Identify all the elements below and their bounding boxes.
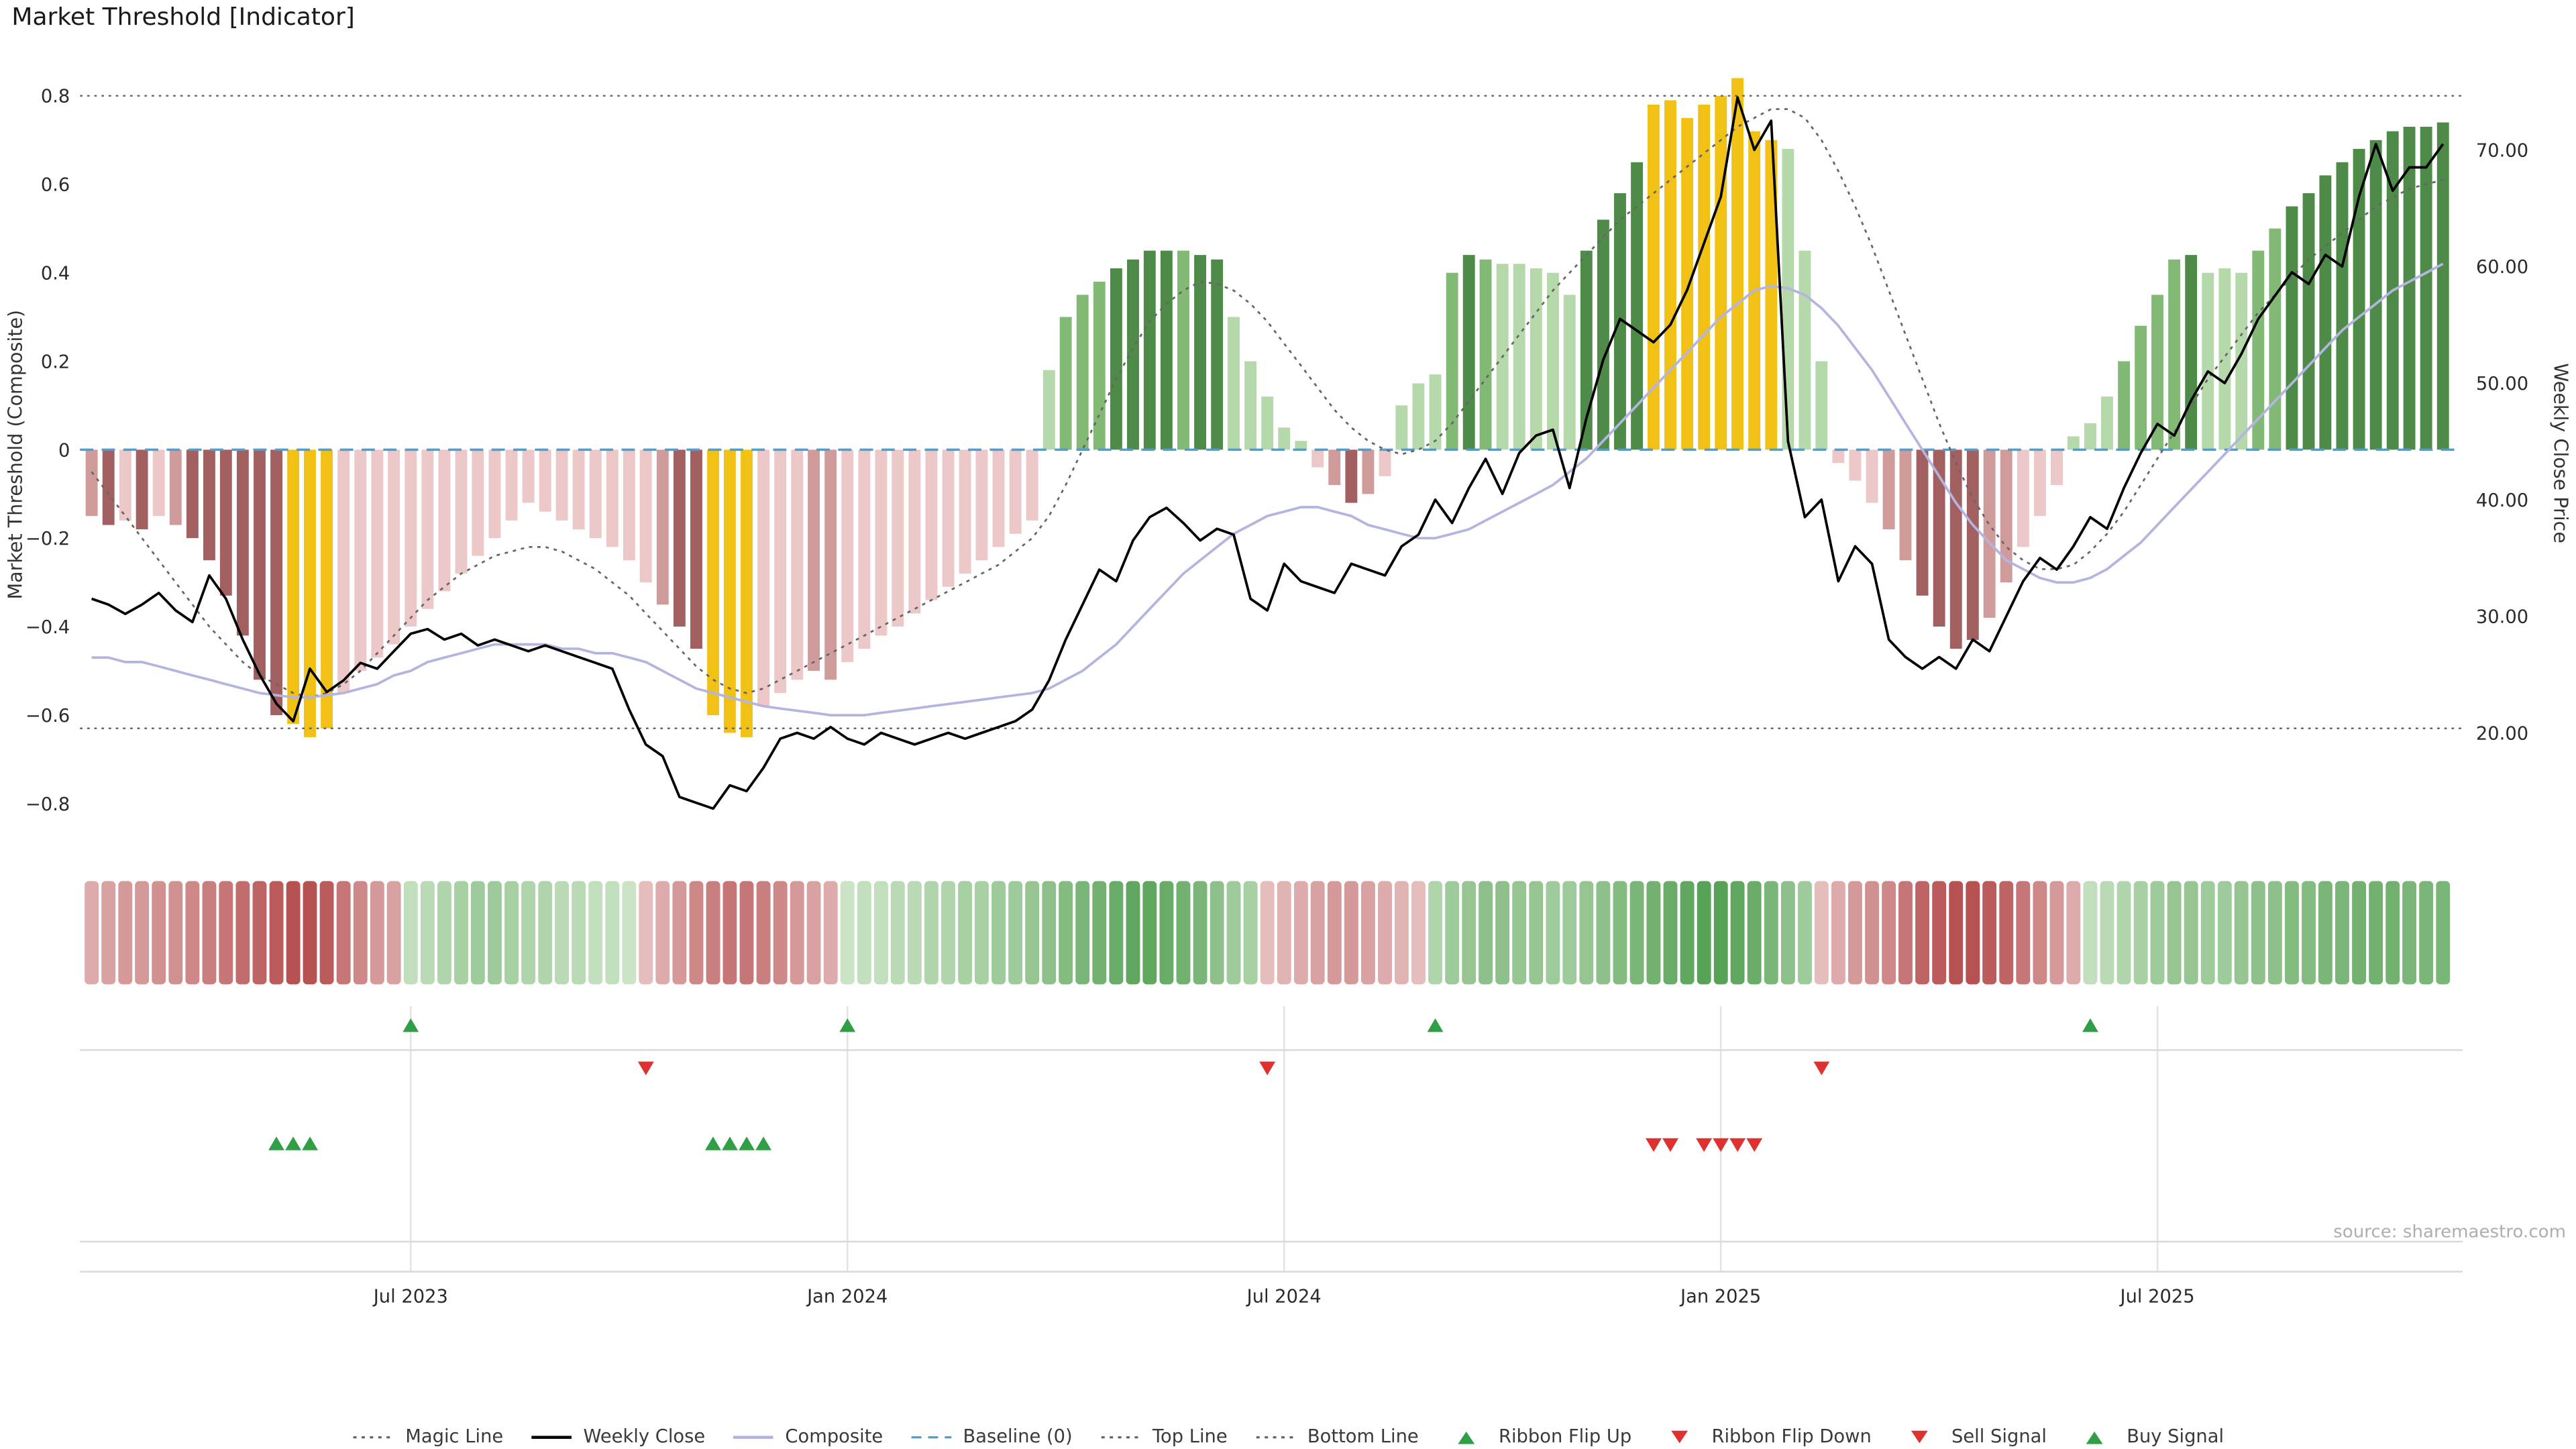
svg-text:0.6: 0.6 — [41, 175, 70, 196]
legend-item-baseline: Baseline (0) — [910, 1426, 1073, 1448]
svg-text:−0.4: −0.4 — [25, 617, 70, 638]
svg-text:0.8: 0.8 — [41, 87, 70, 107]
legend-item-weekly-close: Weekly Close — [530, 1426, 706, 1448]
indicator-lines — [91, 96, 2445, 810]
signal-panel-gridlines — [80, 1006, 2463, 1273]
triangle-down-icon — [1658, 1427, 1702, 1447]
dotted-line-icon — [352, 1427, 396, 1447]
legend-item-label: Baseline (0) — [963, 1426, 1073, 1448]
legend-item-buy-signal: Buy Signal — [2074, 1426, 2224, 1448]
solid-line-icon — [732, 1427, 775, 1447]
momentum-ribbon — [85, 881, 2451, 985]
legend-item-label: Weekly Close — [583, 1426, 706, 1448]
left-axis-label-wrap: Market Threshold (Composite) — [0, 58, 30, 849]
svg-text:60.00: 60.00 — [2476, 257, 2528, 278]
svg-text:Jul 2024: Jul 2024 — [1246, 1287, 1322, 1307]
threshold-bars — [85, 78, 2449, 737]
legend: Magic Line Weekly Close Composite Baseli… — [0, 1426, 2576, 1448]
svg-text:Jan 2024: Jan 2024 — [806, 1287, 888, 1307]
legend-item-sell-signal: Sell Signal — [1898, 1426, 2047, 1448]
dotted-line-icon — [1254, 1427, 1297, 1447]
legend-item-label: Bottom Line — [1307, 1426, 1419, 1448]
axis-tick-labels: 0.8 0.6 0.4 0.2 0 −0.2 −0.4 −0.6 −0.8 70.00 60.00 5… — [25, 87, 2528, 1307]
solid-line-icon — [530, 1427, 574, 1447]
left-axis-label: Market Threshold (Composite) — [3, 309, 27, 599]
svg-text:Jul 2023: Jul 2023 — [372, 1287, 448, 1307]
svg-text:40.00: 40.00 — [2476, 490, 2528, 511]
legend-item-label: Ribbon Flip Down — [1711, 1426, 1872, 1448]
svg-text:0: 0 — [58, 440, 70, 461]
legend-item-bottom-line: Bottom Line — [1254, 1426, 1419, 1448]
svg-text:Jan 2025: Jan 2025 — [1679, 1287, 1761, 1307]
dashed-line-icon — [910, 1427, 953, 1447]
page-title: Market Threshold [Indicator] — [11, 5, 355, 32]
dotted-line-icon — [1099, 1427, 1142, 1447]
legend-item-label: Ribbon Flip Up — [1498, 1426, 1632, 1448]
legend-item-magic-line: Magic Line — [352, 1426, 504, 1448]
svg-text:−0.2: −0.2 — [25, 529, 70, 549]
source-note: source: sharemaestro.com — [2333, 1222, 2567, 1243]
svg-text:70.00: 70.00 — [2476, 140, 2528, 161]
legend-item-label: Top Line — [1152, 1426, 1228, 1448]
triangle-down-icon — [1898, 1427, 1942, 1447]
legend-item-label: Magic Line — [405, 1426, 504, 1448]
svg-text:−0.6: −0.6 — [25, 706, 70, 727]
svg-text:−0.8: −0.8 — [25, 794, 70, 815]
svg-text:30.00: 30.00 — [2476, 607, 2528, 628]
signal-markers — [268, 1018, 2098, 1152]
legend-item-label: Composite — [785, 1426, 883, 1448]
svg-text:Jul 2025: Jul 2025 — [2119, 1287, 2195, 1307]
legend-item-composite: Composite — [732, 1426, 883, 1448]
right-axis-label-wrap: Weekly Close Price — [2546, 58, 2576, 849]
legend-item-ribbon-flip-down: Ribbon Flip Down — [1658, 1426, 1872, 1448]
legend-item-label: Sell Signal — [1951, 1426, 2047, 1448]
triangle-up-icon — [1446, 1427, 1489, 1447]
triangle-up-icon — [2074, 1427, 2117, 1447]
right-axis-label: Weekly Close Price — [2549, 364, 2573, 544]
reference-lines — [80, 95, 2463, 730]
svg-text:0.4: 0.4 — [41, 264, 70, 284]
svg-text:0.2: 0.2 — [41, 352, 70, 372]
svg-text:20.00: 20.00 — [2476, 723, 2528, 744]
legend-item-ribbon-flip-up: Ribbon Flip Up — [1446, 1426, 1632, 1448]
legend-item-label: Buy Signal — [2127, 1426, 2224, 1448]
legend-item-top-line: Top Line — [1099, 1426, 1228, 1448]
svg-text:50.00: 50.00 — [2476, 374, 2528, 394]
